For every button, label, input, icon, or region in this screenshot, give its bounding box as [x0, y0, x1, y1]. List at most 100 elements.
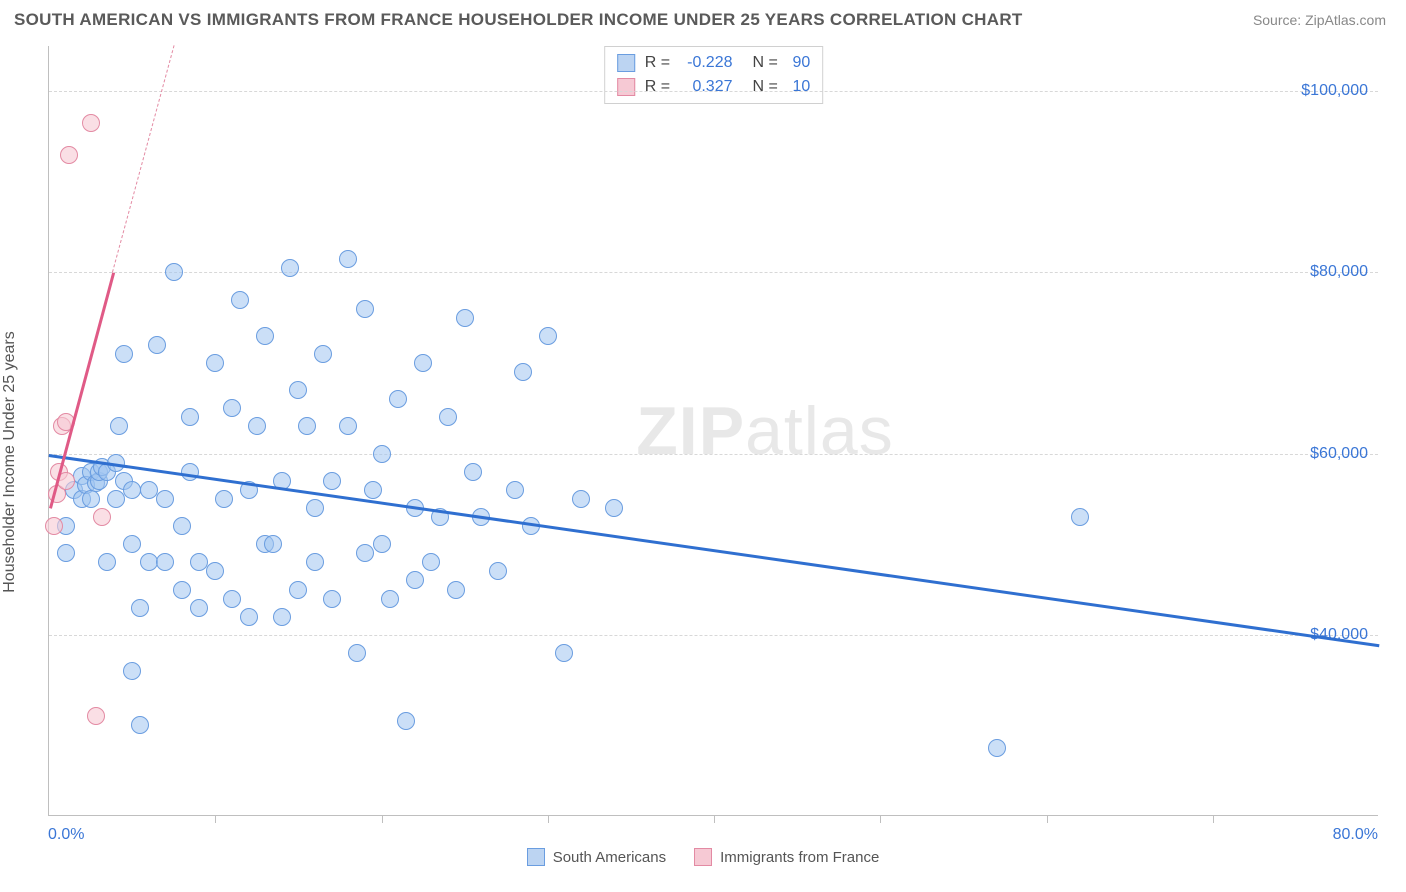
data-point	[373, 445, 391, 463]
stats-row: R = 0.327N = 10	[617, 75, 811, 99]
data-point	[323, 472, 341, 490]
data-point	[289, 581, 307, 599]
data-point	[215, 490, 233, 508]
data-point	[356, 300, 374, 318]
data-point	[489, 562, 507, 580]
data-point	[281, 259, 299, 277]
data-point	[181, 408, 199, 426]
data-point	[156, 553, 174, 571]
data-point	[397, 712, 415, 730]
data-point	[439, 408, 457, 426]
data-point	[306, 499, 324, 517]
x-tick	[548, 815, 549, 823]
trend-line	[112, 46, 174, 273]
y-tick-label: $80,000	[1310, 263, 1368, 281]
data-point	[115, 345, 133, 363]
x-tick	[880, 815, 881, 823]
series-legend: South Americans Immigrants from France	[0, 848, 1406, 866]
data-point	[82, 490, 100, 508]
data-point	[98, 553, 116, 571]
data-point	[131, 599, 149, 617]
source-credit: Source: ZipAtlas.com	[1253, 12, 1386, 28]
x-tick	[1213, 815, 1214, 823]
data-point	[506, 481, 524, 499]
data-point	[464, 463, 482, 481]
data-point	[381, 590, 399, 608]
source-link[interactable]: ZipAtlas.com	[1305, 12, 1386, 28]
y-axis-label: Householder Income Under 25 years	[1, 331, 19, 592]
data-point	[45, 517, 63, 535]
legend-item: Immigrants from France	[694, 848, 879, 866]
data-point	[422, 553, 440, 571]
data-point	[256, 327, 274, 345]
data-point	[190, 553, 208, 571]
data-point	[273, 608, 291, 626]
data-point	[206, 562, 224, 580]
data-point	[173, 581, 191, 599]
data-point	[314, 345, 332, 363]
data-point	[231, 291, 249, 309]
legend-swatch-icon	[527, 848, 545, 866]
x-axis-min: 0.0%	[48, 826, 84, 844]
data-point	[389, 390, 407, 408]
data-point	[123, 535, 141, 553]
gridline	[49, 91, 1378, 92]
data-point	[514, 363, 532, 381]
gridline	[49, 272, 1378, 273]
data-point	[148, 336, 166, 354]
x-tick	[1047, 815, 1048, 823]
watermark: ZIPatlas	[636, 392, 893, 470]
data-point	[1071, 508, 1089, 526]
data-point	[373, 535, 391, 553]
data-point	[605, 499, 623, 517]
data-point	[248, 417, 266, 435]
data-point	[173, 517, 191, 535]
data-point	[123, 481, 141, 499]
data-point	[339, 417, 357, 435]
data-point	[165, 263, 183, 281]
data-point	[289, 381, 307, 399]
data-point	[364, 481, 382, 499]
data-point	[572, 490, 590, 508]
data-point	[93, 508, 111, 526]
data-point	[110, 417, 128, 435]
x-tick	[215, 815, 216, 823]
data-point	[223, 399, 241, 417]
stats-legend: R = -0.228N = 90R = 0.327N = 10	[604, 46, 824, 104]
data-point	[82, 114, 100, 132]
gridline	[49, 635, 1378, 636]
data-point	[156, 490, 174, 508]
x-tick	[382, 815, 383, 823]
y-tick-label: $100,000	[1301, 82, 1368, 100]
data-point	[348, 644, 366, 662]
data-point	[414, 354, 432, 372]
data-point	[447, 581, 465, 599]
data-point	[298, 417, 316, 435]
data-point	[123, 662, 141, 680]
correlation-chart: Householder Income Under 25 years ZIPatl…	[0, 36, 1406, 888]
gridline	[49, 454, 1378, 455]
legend-swatch-icon	[617, 78, 635, 96]
data-point	[131, 716, 149, 734]
data-point	[206, 354, 224, 372]
data-point	[356, 544, 374, 562]
data-point	[87, 707, 105, 725]
data-point	[57, 544, 75, 562]
legend-item: South Americans	[527, 848, 666, 866]
data-point	[60, 146, 78, 164]
data-point	[406, 571, 424, 589]
data-point	[223, 590, 241, 608]
data-point	[988, 739, 1006, 757]
data-point	[539, 327, 557, 345]
legend-label: South Americans	[553, 849, 666, 866]
data-point	[140, 481, 158, 499]
data-point	[306, 553, 324, 571]
data-point	[107, 490, 125, 508]
data-point	[555, 644, 573, 662]
legend-label: Immigrants from France	[720, 849, 879, 866]
stats-row: R = -0.228N = 90	[617, 51, 811, 75]
data-point	[140, 553, 158, 571]
legend-swatch-icon	[617, 54, 635, 72]
data-point	[264, 535, 282, 553]
data-point	[190, 599, 208, 617]
